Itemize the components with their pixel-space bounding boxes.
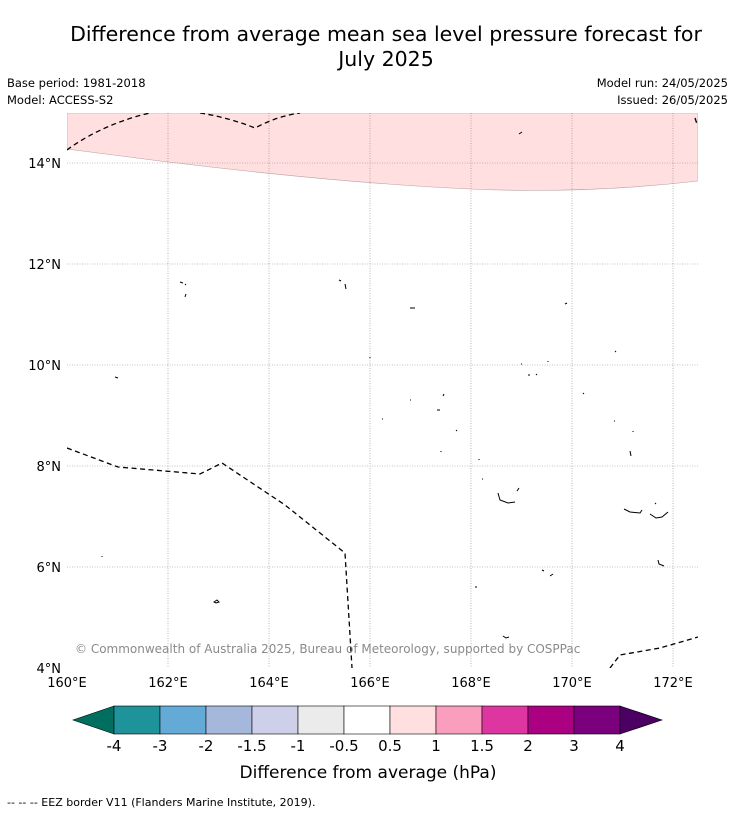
lat-label: 10°N <box>28 359 61 374</box>
map-content: © Commonwealth of Australia 2025, Bureau… <box>67 113 698 668</box>
colorbar-cell <box>481 705 529 735</box>
lat-label: 6°N <box>37 561 62 576</box>
colorbar-tick-label: -1.5 <box>237 737 266 755</box>
chart-title: Difference from average mean sea level p… <box>40 22 732 72</box>
lat-label: 4°N <box>37 662 62 677</box>
lon-label: 164°E <box>249 676 289 691</box>
colorbar-tick-label: -2 <box>199 737 214 755</box>
colorbar-extend-low <box>72 705 115 735</box>
meta-left: Base period: 1981-2018 Model: ACCESS-S2 <box>7 75 146 109</box>
colorbar-tick-label: -3 <box>153 737 168 755</box>
colorbar-tick-label: 3 <box>569 737 579 755</box>
lon-label: 160°E <box>47 676 87 691</box>
colorbar-tick-label: 0.5 <box>378 737 402 755</box>
colorbar-cell <box>435 705 483 735</box>
colorbar-tick-label: 1.5 <box>470 737 494 755</box>
title-line-1: Difference from average mean sea level p… <box>70 22 702 46</box>
lon-label: 166°E <box>350 676 390 691</box>
lon-label: 162°E <box>148 676 188 691</box>
gridlines <box>67 113 698 668</box>
colorbar-tick-label: -1 <box>291 737 306 755</box>
lat-label: 14°N <box>28 157 61 172</box>
colorbar-tick-label: -4 <box>107 737 122 755</box>
colorbar-cell <box>343 705 391 735</box>
title-line-2: July 2025 <box>338 47 434 71</box>
islands <box>101 131 669 639</box>
colorbar-cell <box>113 705 161 735</box>
model-name: Model: ACCESS-S2 <box>7 93 114 107</box>
colorbar-cell <box>389 705 437 735</box>
colorbar-cell <box>297 705 345 735</box>
eez-borders <box>67 113 698 668</box>
map-frame <box>67 113 698 668</box>
lon-label: 172°E <box>653 676 693 691</box>
eez-footnote: -- -- -- EEZ border V11 (Flanders Marine… <box>7 796 316 809</box>
meta-right: Model run: 24/05/2025 Issued: 26/05/2025 <box>597 75 728 109</box>
copyright-notice: © Commonwealth of Australia 2025, Bureau… <box>75 642 580 656</box>
colorbar-extend-high <box>619 705 663 735</box>
colorbar-tick-label: 1 <box>431 737 441 755</box>
positive-anomaly-region <box>67 113 698 191</box>
lat-label: 8°N <box>37 460 62 475</box>
colorbar-cell <box>573 705 621 735</box>
colorbar-tick-label: 4 <box>615 737 625 755</box>
colorbar-cell <box>159 705 207 735</box>
colorbar: -4 -3 -2 -1.5 -1 -0.5 0.5 1 1.5 2 3 4 <box>72 705 663 755</box>
colorbar-cell <box>205 705 253 735</box>
lat-axis: 14°N 12°N 10°N 8°N 6°N 4°N <box>28 157 61 677</box>
colorbar-cell <box>251 705 299 735</box>
colorbar-cell <box>527 705 575 735</box>
lat-label: 12°N <box>28 258 61 273</box>
colorbar-label: Difference from average (hPa) <box>240 763 497 783</box>
model-run: Model run: 24/05/2025 <box>596 76 728 90</box>
lon-axis: 160°E 162°E 164°E 166°E 168°E 170°E 172°… <box>47 676 693 691</box>
colorbar-tick-label: -0.5 <box>329 737 358 755</box>
lon-label: 170°E <box>552 676 592 691</box>
issued-date: Issued: 26/05/2025 <box>617 93 728 107</box>
colorbar-tick-label: 2 <box>523 737 533 755</box>
base-period: Base period: 1981-2018 <box>7 76 146 90</box>
lon-label: 168°E <box>451 676 491 691</box>
